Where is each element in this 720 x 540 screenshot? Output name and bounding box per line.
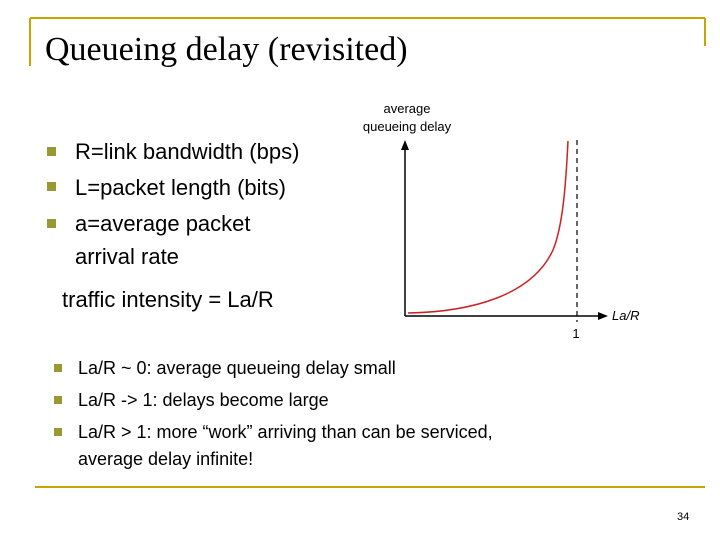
x-tick-label: 1 <box>572 326 579 341</box>
y-axis-label: average <box>384 101 431 116</box>
delay-curve <box>407 140 569 314</box>
bullet-text: arrival rate <box>75 244 179 269</box>
traffic-intensity: traffic intensity = La/R <box>62 287 274 312</box>
bullet-text: La/R ~ 0: average queueing delay small <box>78 358 396 378</box>
bullet-text: R=link bandwidth (bps) <box>75 139 299 164</box>
bullet-text: average delay infinite! <box>78 449 253 469</box>
bullet-markers <box>47 147 62 436</box>
bullet-marker <box>47 182 56 191</box>
bullet-text: La/R > 1: more “work” arriving than can … <box>78 422 493 442</box>
bullet-text: L=packet length (bits) <box>75 175 286 200</box>
bullet-marker <box>54 428 62 436</box>
x-axis-label: La/R <box>612 308 639 323</box>
frame <box>29 17 706 488</box>
x-axis-arrow <box>598 312 608 320</box>
bullet-text: La/R -> 1: delays become large <box>78 390 329 410</box>
bullet-marker <box>47 147 56 156</box>
y-axis-label: queueing delay <box>363 119 452 134</box>
page-number: 34 <box>677 511 689 523</box>
y-axis-arrow <box>401 140 409 150</box>
bullet-marker <box>47 219 56 228</box>
bullet-text: a=average packet <box>75 211 251 236</box>
bullet-marker <box>54 396 62 404</box>
slide-title: Queueing delay (revisited) <box>45 31 408 68</box>
graph: average queueing delay 1 La/R <box>363 101 640 341</box>
bullet-marker <box>54 364 62 372</box>
